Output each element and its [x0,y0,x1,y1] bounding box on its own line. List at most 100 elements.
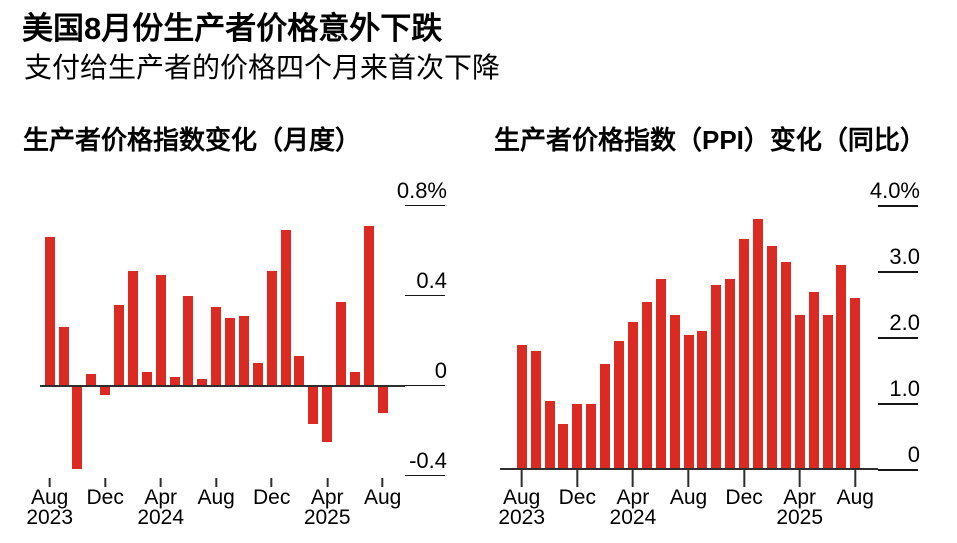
y-axis-tick-line [878,337,918,339]
bar-sep-2023 [530,351,541,470]
zero-axis-line [40,384,405,387]
y-axis-label: 0.4 [416,267,447,293]
y-axis-label: 4.0% [869,178,920,203]
x-axis-month-label: Dec [253,486,291,509]
bar-jan-2024 [114,304,125,386]
bar-jan-2025 [753,219,763,470]
x-axis-tick: Dec [253,478,290,508]
x-axis-month-label: Apr [783,486,817,509]
x-axis-month-label: Aug [31,486,69,509]
y-axis-label: 1.0 [889,376,920,401]
y-axis-label: 2.0 [889,310,920,335]
x-axis-year-label: 2024 [137,506,185,529]
bar-feb-2025 [766,245,777,470]
bar-dec-2023 [572,404,583,470]
bars-yoy [500,170,878,470]
bar-jan-2024 [586,404,597,470]
bar-aug-2025 [850,298,861,470]
zero-axis-line [500,468,878,470]
x-axis-month-label: Apr [144,486,178,509]
x-axis-tick: Dec [87,478,124,508]
bar-oct-2024 [238,315,249,386]
y-axis-tick-line [878,469,918,471]
x-axis-year-label: 2025 [303,506,351,529]
x-axis-month-label: Apr [616,486,650,509]
x-axis-tick: Dec [725,470,763,508]
x-axis-year-label: 2023 [498,506,546,529]
bar-may-2024 [641,301,652,470]
y-axis-tick-line [878,205,918,207]
bar-jun-2024 [183,295,194,386]
bar-mar-2025 [308,385,319,424]
bars-monthly [40,170,405,478]
bar-oct-2023 [72,385,83,469]
bar-nov-2024 [252,363,263,386]
x-axis-tick: Aug [670,470,707,508]
bar-aug-2024 [211,306,222,386]
x-axis-tick: Dec [559,470,596,508]
x-axis-tick: Apr 2024 [610,470,656,528]
x-axis-tick: Aug 2023 [498,470,545,528]
y-axis-tick-line [405,294,445,297]
x-axis-month-label: Dec [86,486,124,509]
bar-apr-2024 [627,321,638,470]
bar-may-2025 [336,302,347,386]
x-tick-mark [381,478,384,487]
x-axis-tick: Aug 2023 [26,478,73,528]
x-tick-mark [687,470,690,487]
y-axis-label: 3.0 [889,244,920,269]
y-axis-tick-line [405,474,445,477]
bar-aug-2023 [44,237,55,386]
x-axis-tick: Apr 2025 [776,470,823,528]
chart-plot-wrap-monthly: 0.8% 0.4 0 -0.4 Aug 2023 Dec Apr 2024 Aug Dec Apr 2… [23,170,485,543]
page-title: 美国8月份生产者价格意外下跌 [22,11,443,46]
bar-mar-2024 [614,341,624,470]
bar-aug-2024 [683,334,694,470]
x-axis-month-label: Aug [503,486,541,509]
bar-feb-2025 [294,356,305,386]
bar-jan-2025 [280,230,291,386]
x-tick-mark [520,470,523,487]
x-axis-month-label: Aug [836,486,874,509]
chart-plot-wrap-yoy: 4.0% 3.0 2.0 1.0 0 Aug 2023 Dec Apr 2024 Aug Dec Ap… [494,170,957,543]
x-tick-mark [798,470,801,487]
x-axis: Aug 2023 Dec Apr 2024 Aug Dec Apr 2025 Aug [498,470,878,530]
bar-dec-2024 [739,239,750,470]
bar-nov-2024 [725,278,736,470]
bar-jul-2025 [363,225,374,386]
x-axis-tick: Aug [198,478,235,508]
bar-jul-2024 [669,314,680,470]
bar-apr-2024 [155,275,166,386]
chart-title-monthly: 生产者价格指数变化（月度） [23,125,362,155]
bar-sep-2024 [225,318,236,386]
x-axis-month-label: Apr [310,486,344,509]
x-tick-mark [215,478,218,487]
x-tick-mark [104,478,107,487]
chart-title-yoy: 生产者价格指数（PPI）变化（同比） [494,125,926,155]
chart-panel-monthly: 生产者价格指数变化（月度） 0.8% 0.4 0 -0.4 Aug 2023 Dec Apr… [23,120,485,543]
x-tick-mark [631,470,634,487]
bar-aug-2023 [516,344,527,470]
x-tick-mark [159,478,162,487]
chart-plot-yoy [500,170,878,470]
bar-aug-2025 [377,385,388,413]
y-axis-label: 0.8% [396,177,447,203]
bar-apr-2025 [794,314,805,470]
y-axis-tick-line [878,403,918,405]
x-axis-month-label: Aug [197,486,235,509]
y-axis: 4.0% 3.0 2.0 1.0 0 [870,170,920,543]
bar-sep-2024 [697,331,708,470]
x-axis-month-label: Aug [364,486,402,509]
bar-may-2025 [808,291,819,470]
x-tick-mark [270,478,273,487]
bar-jul-2024 [197,378,208,386]
x-axis-tick: Apr 2024 [137,478,184,528]
x-tick-mark [576,470,579,487]
bar-nov-2023 [558,423,569,470]
bar-oct-2024 [711,285,722,470]
x-axis: Aug 2023 Dec Apr 2024 Aug Dec Apr 2025 Aug [26,478,405,538]
y-axis-label: 0 [907,442,920,467]
bar-jun-2024 [655,278,666,470]
bar-dec-2023 [100,385,111,395]
